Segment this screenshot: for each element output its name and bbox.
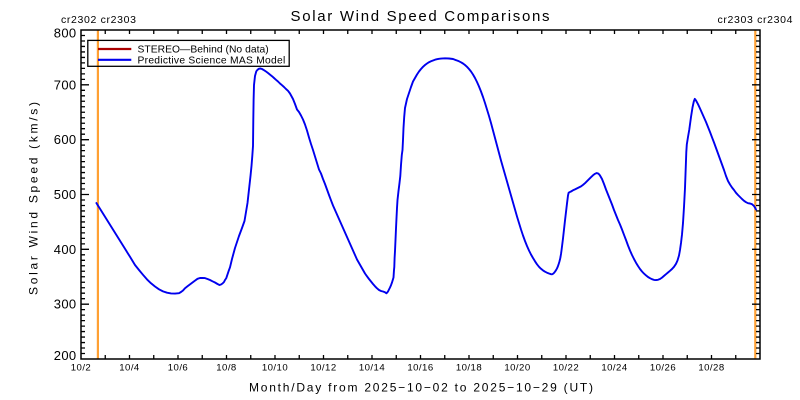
svg-text:10/16: 10/16 [407, 363, 433, 374]
svg-text:10/24: 10/24 [601, 363, 627, 374]
svg-text:Solar Wind Speed (km/s): Solar Wind Speed (km/s) [27, 102, 41, 295]
svg-text:800: 800 [54, 26, 77, 41]
svg-text:10/4: 10/4 [119, 363, 140, 374]
svg-text:700: 700 [54, 77, 77, 92]
svg-text:10/20: 10/20 [504, 363, 530, 374]
svg-text:300: 300 [54, 297, 77, 312]
svg-text:10/22: 10/22 [553, 363, 579, 374]
svg-text:10/2: 10/2 [71, 363, 91, 374]
svg-text:600: 600 [54, 132, 77, 147]
svg-text:Month/Day from 2025−10−02 to 2: Month/Day from 2025−10−02 to 2025−10−29 … [249, 381, 593, 395]
svg-text:10/8: 10/8 [216, 363, 236, 374]
svg-text:200: 200 [54, 348, 77, 363]
svg-text:10/28: 10/28 [698, 363, 724, 374]
svg-text:10/18: 10/18 [456, 363, 482, 374]
svg-text:10/26: 10/26 [650, 363, 676, 374]
svg-text:10/12: 10/12 [310, 363, 336, 374]
svg-text:10/10: 10/10 [262, 363, 288, 374]
svg-text:Predictive Science MAS Model: Predictive Science MAS Model [138, 55, 286, 66]
svg-text:STEREO—Behind (No data): STEREO—Behind (No data) [138, 45, 269, 56]
svg-text:10/14: 10/14 [359, 363, 385, 374]
svg-text:cr2303 cr2304: cr2303 cr2304 [718, 14, 793, 26]
svg-text:Solar Wind Speed Comparisons: Solar Wind Speed Comparisons [291, 8, 550, 25]
svg-text:10/6: 10/6 [168, 363, 188, 374]
svg-text:cr2302 cr2303: cr2302 cr2303 [61, 14, 136, 26]
svg-text:400: 400 [54, 242, 77, 257]
svg-text:500: 500 [54, 187, 77, 202]
